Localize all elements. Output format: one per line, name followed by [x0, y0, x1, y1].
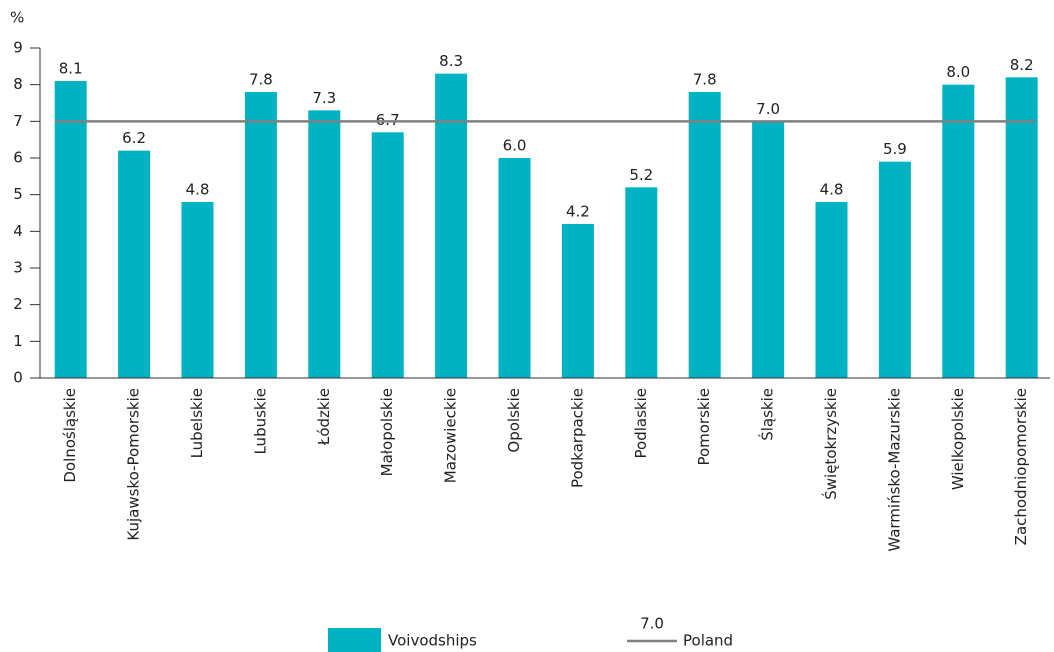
bar — [625, 187, 658, 378]
x-tick-label: Lubuskie — [251, 388, 269, 455]
bar — [1005, 77, 1038, 378]
x-tick-label: Łódzkie — [315, 388, 333, 446]
value-label: 7.8 — [249, 71, 273, 89]
y-axis-label: % — [10, 9, 24, 27]
bar — [942, 84, 975, 379]
value-label: 5.2 — [629, 166, 653, 184]
value-label: 8.0 — [946, 63, 970, 81]
y-tick-label: 3 — [13, 259, 23, 277]
y-tick-label: 6 — [13, 149, 23, 167]
y-tick-label: 4 — [13, 222, 23, 240]
legend-label: Voivodships — [388, 632, 477, 650]
bar — [815, 202, 848, 378]
x-tick-label: Podlaskie — [632, 388, 650, 458]
value-label: 5.9 — [883, 140, 907, 158]
value-label: 6.2 — [122, 129, 146, 147]
y-tick-label: 9 — [13, 39, 23, 57]
x-tick-label: Kujawsko-Pomorskie — [125, 388, 143, 541]
x-tick-label: Śląskie — [758, 388, 777, 441]
value-label: 8.2 — [1010, 56, 1034, 74]
x-tick-label: Opolskie — [505, 388, 523, 453]
bar — [54, 81, 87, 378]
legend-value: 7.0 — [640, 615, 664, 633]
x-tick-label: Podkarpackie — [568, 388, 586, 488]
bar — [244, 92, 277, 378]
x-tick-label: Zachodniopomorskie — [1012, 388, 1030, 545]
y-tick-label: 1 — [13, 332, 23, 350]
bar — [181, 202, 214, 378]
y-tick-label: 0 — [13, 369, 23, 387]
value-label: 8.1 — [59, 60, 83, 78]
value-label: 4.8 — [820, 181, 844, 199]
bar — [308, 110, 341, 378]
value-label: 7.0 — [756, 100, 780, 118]
value-label: 7.3 — [312, 89, 336, 107]
x-tick-label: Lubelskie — [188, 388, 206, 458]
x-tick-label: Wielkopolskie — [949, 388, 967, 490]
y-tick-label: 8 — [13, 75, 23, 93]
x-tick-label: Mazowieckie — [442, 388, 460, 483]
value-label: 6.0 — [503, 137, 527, 155]
y-tick-label: 5 — [13, 185, 23, 203]
x-tick-label: Pomorskie — [695, 388, 713, 466]
value-label: 8.3 — [439, 52, 463, 70]
bar — [435, 73, 468, 379]
value-label: 4.8 — [186, 181, 210, 199]
bar — [688, 92, 721, 378]
value-label: 7.8 — [693, 71, 717, 89]
value-label: 6.7 — [376, 111, 400, 129]
bar — [878, 161, 911, 378]
legend-label: Poland — [683, 632, 733, 650]
x-tick-label: Małopolskie — [378, 388, 396, 476]
x-tick-label: Warmińsko-Mazurskie — [885, 388, 903, 552]
bar — [752, 121, 785, 378]
bar — [118, 150, 151, 378]
value-label: 4.2 — [566, 203, 590, 221]
x-tick-label: Dolnośląskie — [61, 388, 79, 483]
bar — [371, 132, 404, 378]
x-tick-label: Świętokrzyskie — [821, 388, 840, 500]
y-tick-label: 2 — [13, 295, 23, 313]
legend-swatch — [328, 628, 381, 652]
bar — [498, 158, 531, 378]
bar — [561, 224, 594, 378]
y-tick-label: 7 — [13, 112, 23, 130]
